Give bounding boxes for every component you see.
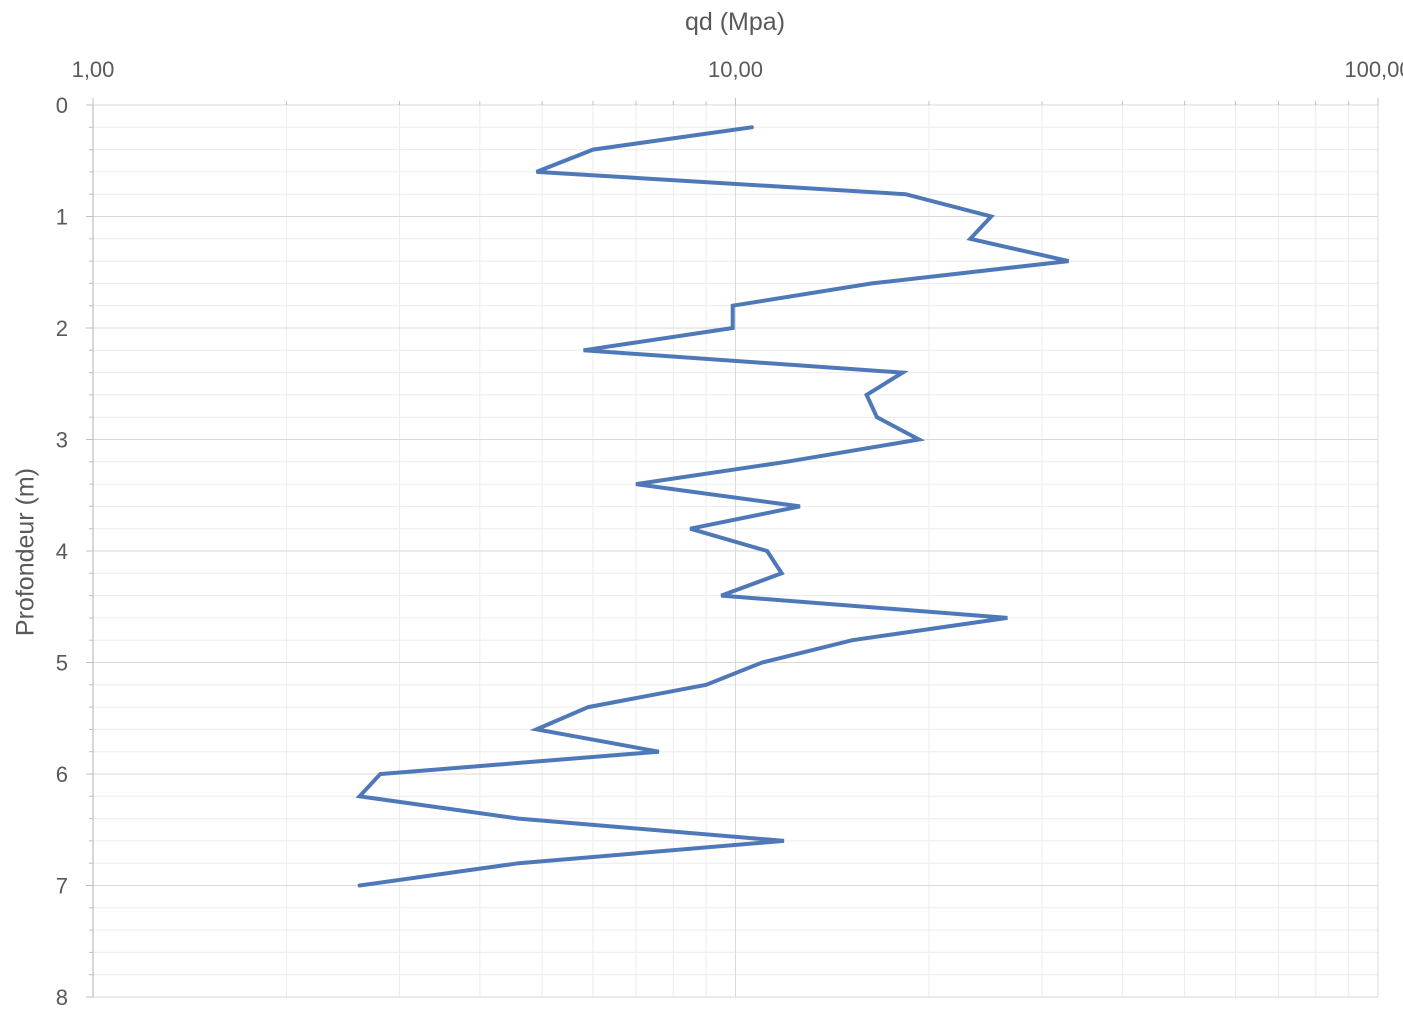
y-tick-label: 2 — [56, 316, 68, 341]
y-tick-label: 6 — [56, 762, 68, 787]
x-tick-labels: 1,00 10,00 100,00 — [72, 57, 1403, 82]
y-tick-label: 1 — [56, 205, 68, 230]
y-tick-label: 4 — [56, 539, 68, 564]
y-tick-label: 3 — [56, 428, 68, 453]
series-line — [355, 125, 1070, 888]
y-tick-label: 5 — [56, 651, 68, 676]
y-tick-label: 7 — [56, 874, 68, 899]
y-axis-title: Profondeur (m) — [11, 467, 40, 637]
y-tick-labels: 0 1 2 3 4 5 6 7 8 — [56, 93, 68, 1010]
series-group — [355, 125, 1070, 888]
major-gridlines — [92, 104, 1379, 998]
x-axis-title: qd (Mpa) — [684, 8, 786, 36]
y-tick-label: 0 — [56, 93, 68, 118]
x-tick-label: 1,00 — [72, 57, 115, 82]
axis-lines — [86, 98, 1379, 998]
y-tick-label: 8 — [56, 985, 68, 1010]
x-tick-label: 10,00 — [708, 57, 763, 82]
x-tick-label: 100,00 — [1344, 57, 1403, 82]
